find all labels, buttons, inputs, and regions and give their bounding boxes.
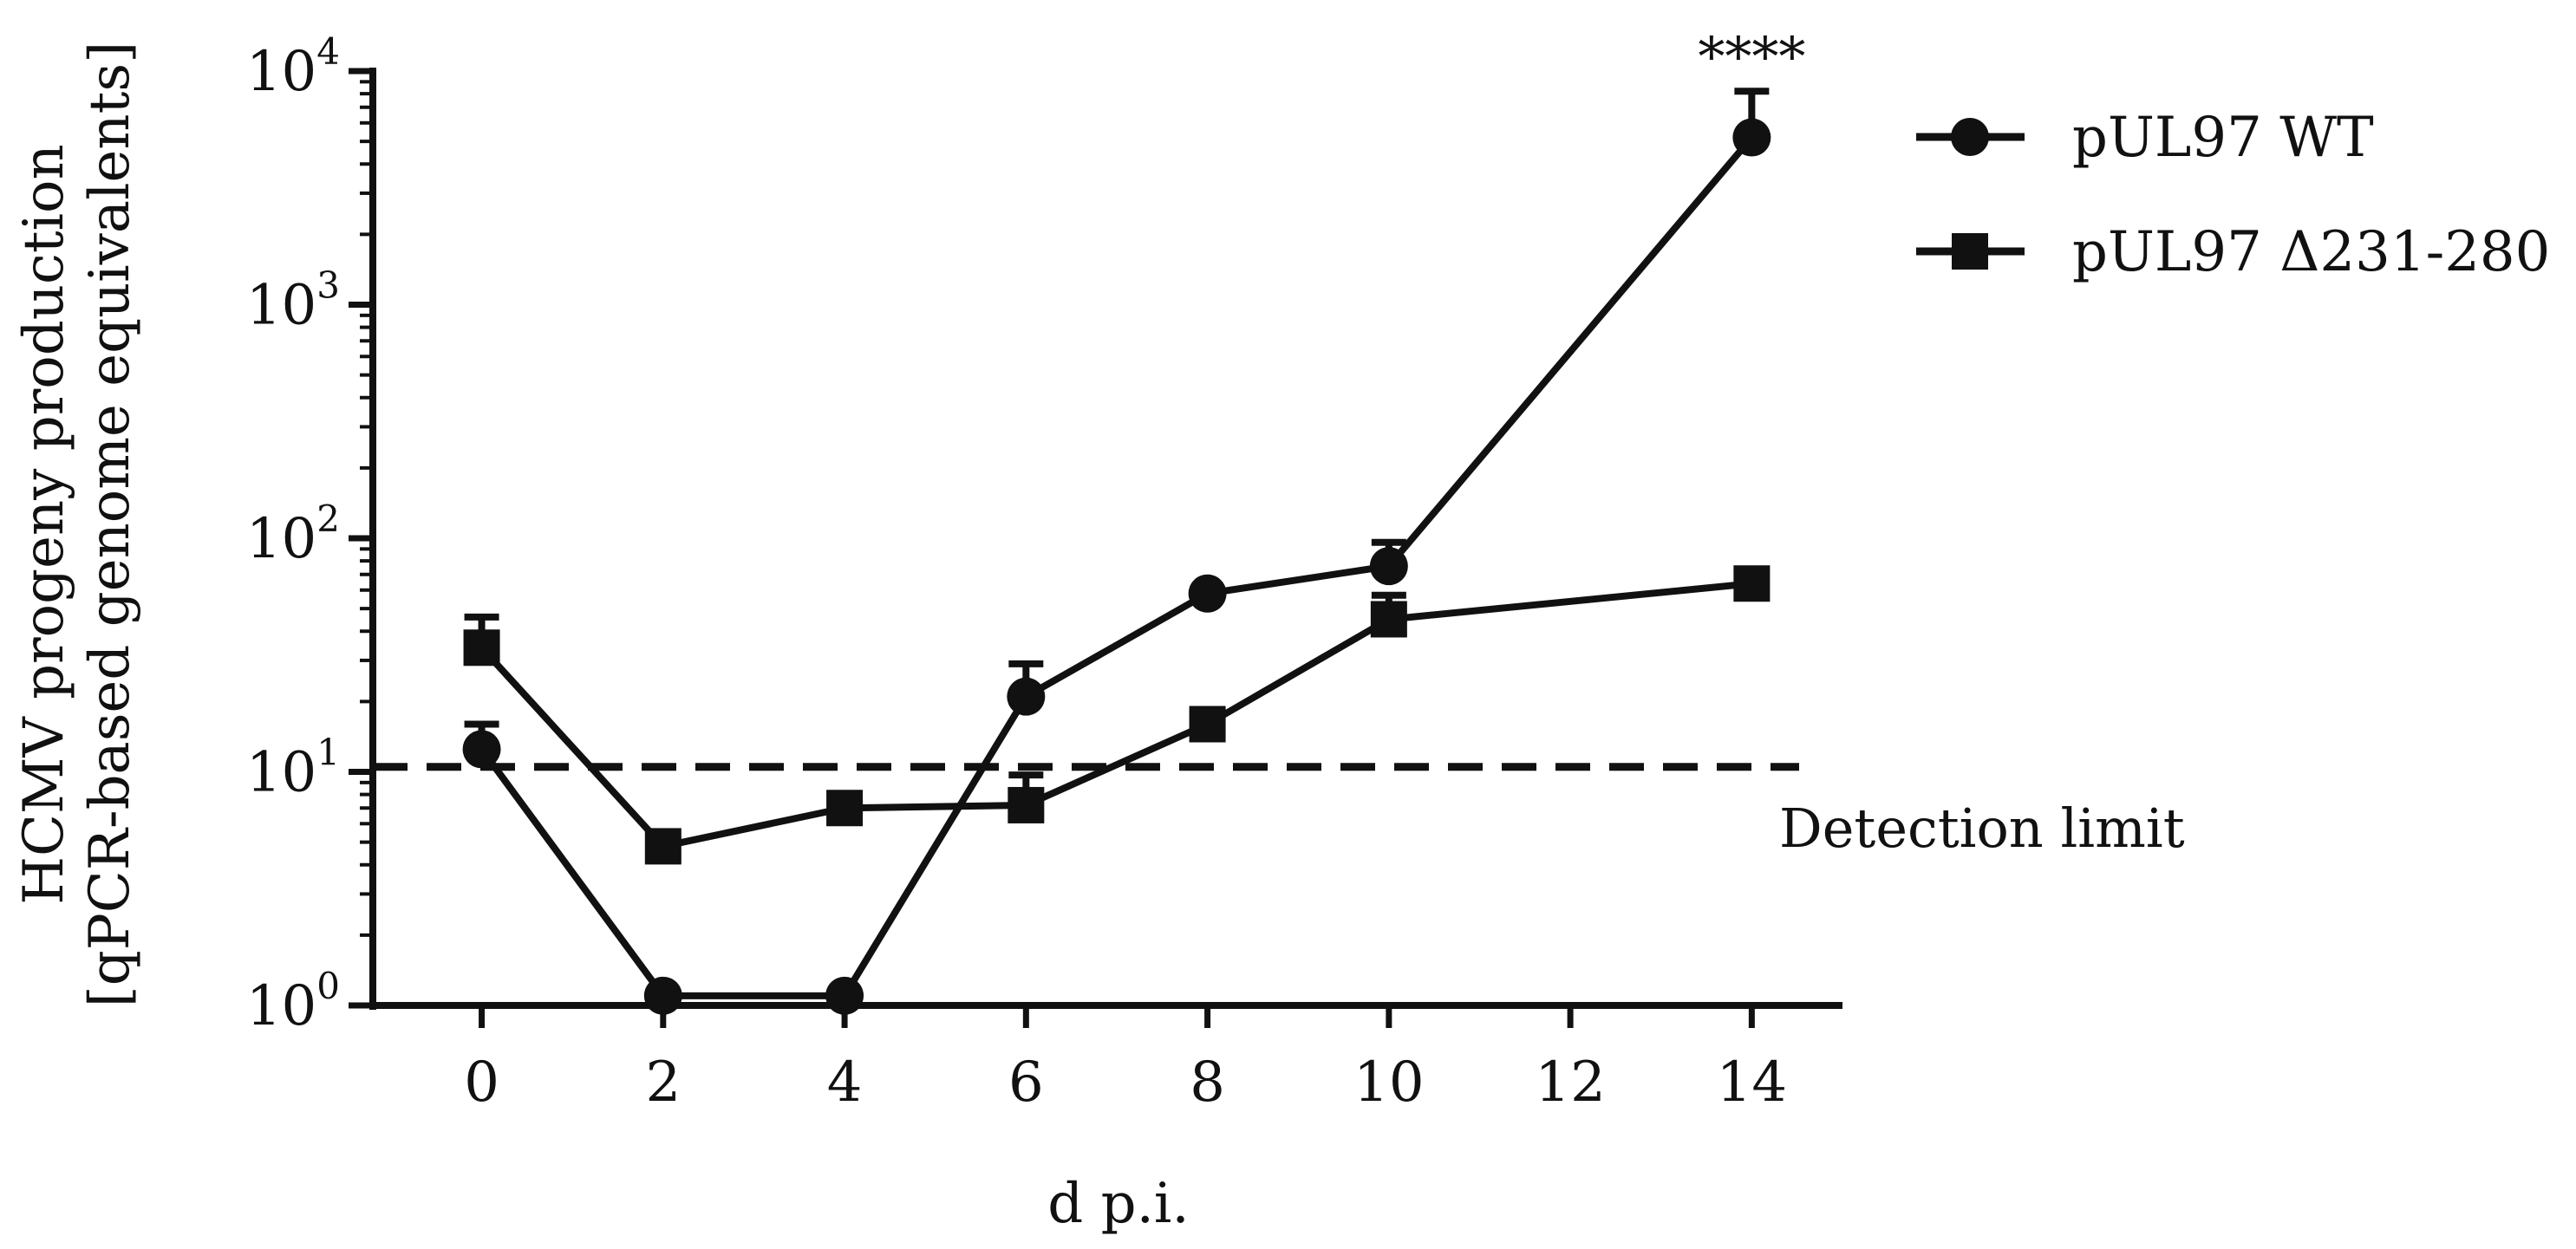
y-axis-ticks: 100 101 102 103 104 xyxy=(246,30,373,1038)
x-tick-label: 0 xyxy=(464,1051,499,1115)
y-tick-label: 104 xyxy=(246,30,340,104)
legend-label-mutant: pUL97 Δ231-280 xyxy=(2072,220,2550,284)
data-point-square xyxy=(1189,706,1226,743)
x-tick-label: 2 xyxy=(645,1051,681,1115)
data-point-square xyxy=(826,790,864,827)
detection-limit-label: Detection limit xyxy=(1779,797,2185,860)
axes xyxy=(369,68,1842,1010)
significance-annotation: **** xyxy=(1698,25,1805,88)
x-axis-title: d p.i. xyxy=(1047,1172,1189,1236)
data-point-circle xyxy=(1732,118,1771,157)
x-tick-label: 6 xyxy=(1008,1051,1044,1115)
x-tick-label: 12 xyxy=(1535,1051,1605,1115)
plot-area xyxy=(462,88,1771,1015)
y-axis-title-line2: [qPCR-based genome equivalents] xyxy=(78,42,142,1007)
y-tick-label: 100 xyxy=(246,965,340,1038)
data-point-circle xyxy=(462,730,501,769)
y-tick-label: 102 xyxy=(246,498,340,571)
data-point-circle xyxy=(1369,547,1408,586)
y-tick-label: 101 xyxy=(246,732,340,805)
data-point-circle xyxy=(1188,574,1227,613)
series-wt xyxy=(462,88,1771,1015)
data-point-circle xyxy=(1007,677,1046,716)
series-line xyxy=(479,134,1755,999)
legend: pUL97 WT pUL97 Δ231-280 xyxy=(1916,106,2550,284)
y-axis-title-line1: HCMV progeny production xyxy=(12,144,76,905)
legend-marker-square xyxy=(1952,233,1988,270)
data-point-square xyxy=(463,629,500,667)
detection-limit-group: Detection limit xyxy=(373,763,2185,860)
x-tick-label: 14 xyxy=(1717,1051,1787,1115)
series-line xyxy=(479,580,1752,850)
legend-label-wt: pUL97 WT xyxy=(2072,106,2374,170)
legend-marker-circle xyxy=(1951,118,1989,156)
data-point-square xyxy=(1370,601,1407,638)
legend-item-wt: pUL97 WT xyxy=(1916,106,2374,170)
data-point-circle xyxy=(643,976,682,1015)
x-tick-label: 4 xyxy=(827,1051,863,1115)
data-point-square xyxy=(1008,786,1045,823)
data-point-circle xyxy=(825,976,864,1015)
x-axis-ticks: 0 2 4 6 8 10 12 14 xyxy=(464,1005,1787,1115)
data-point-square xyxy=(1733,565,1771,602)
x-tick-label: 8 xyxy=(1190,1051,1225,1115)
data-point-square xyxy=(644,828,681,865)
y-tick-label: 103 xyxy=(246,264,340,338)
series-mutant xyxy=(463,565,1771,865)
legend-item-mutant: pUL97 Δ231-280 xyxy=(1916,220,2550,284)
x-tick-label: 10 xyxy=(1353,1051,1424,1115)
